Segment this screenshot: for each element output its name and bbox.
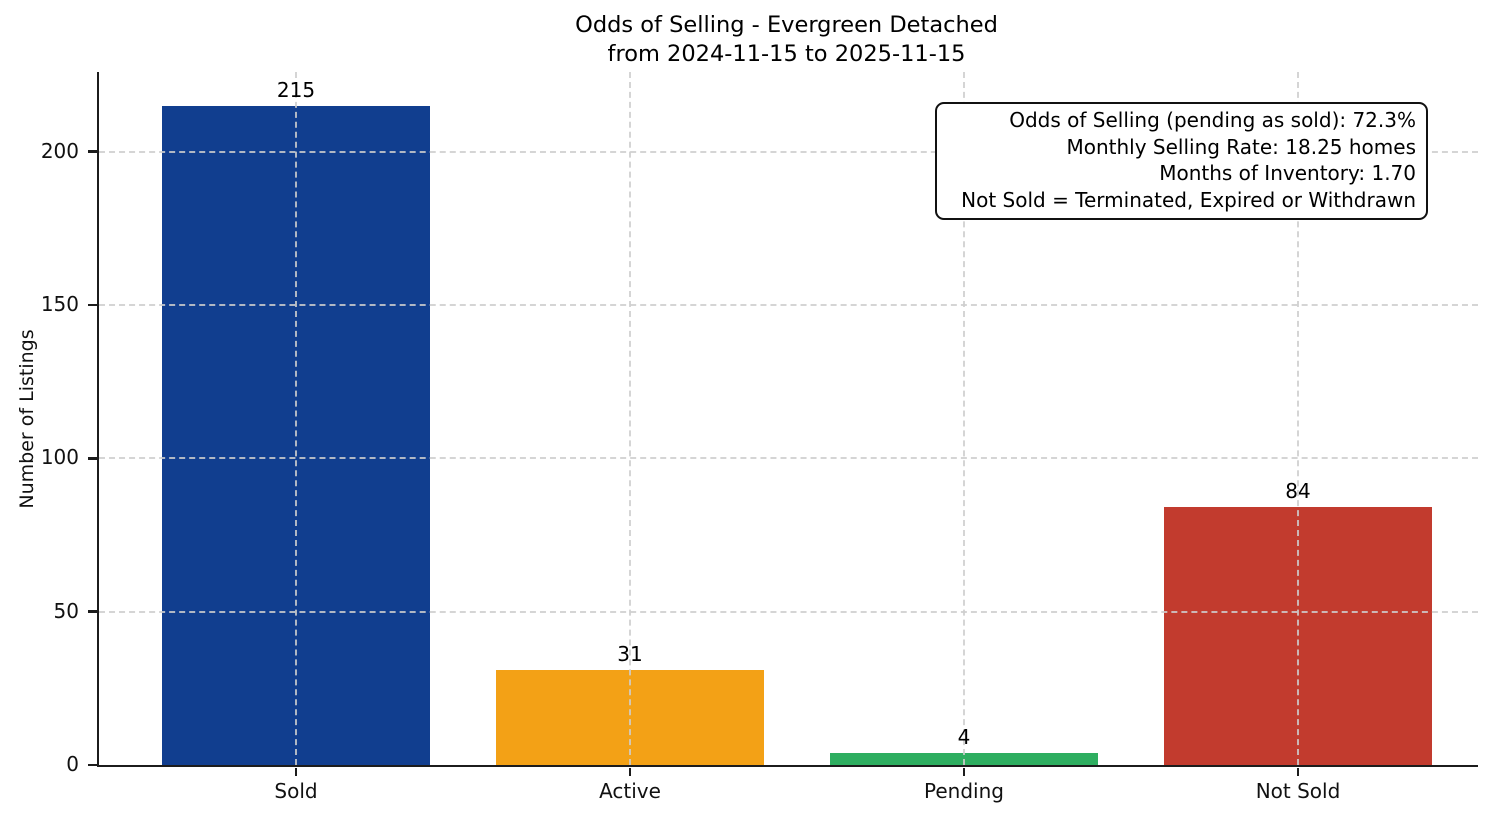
- y-gridline: [99, 150, 1478, 153]
- x-tick-label-sold: Sold: [274, 779, 318, 803]
- y-gridline: [99, 304, 1478, 307]
- y-gridline: [99, 610, 1478, 613]
- x-gridline-active: [629, 72, 631, 765]
- y-tick-label: 50: [53, 598, 79, 623]
- x-gridline-pending: [963, 72, 965, 765]
- y-axis-label: Number of Listings: [16, 329, 38, 509]
- stats-line-months-of-inventory: Months of Inventory: 1.70: [1159, 161, 1416, 185]
- y-tick-mark: [88, 763, 97, 767]
- y-gridline: [99, 457, 1478, 460]
- y-tick-label: 0: [66, 752, 79, 776]
- x-tick-mark-active: [628, 767, 632, 776]
- chart-title-line1: Odds of Selling - Evergreen Detached: [575, 12, 998, 38]
- x-tick-label-active: Active: [599, 779, 661, 803]
- y-tick-label: 200: [40, 138, 79, 163]
- stats-line-monthly-selling-rate: Monthly Selling Rate: 18.25 homes: [1066, 134, 1416, 159]
- y-tick-label: 100: [40, 445, 79, 470]
- y-tick-mark: [88, 610, 97, 613]
- x-tick-mark-pending: [962, 767, 966, 776]
- x-tick-mark-sold: [294, 767, 298, 776]
- plot-area: 0 50 100 150 200 215 Sold 31 Active 4 Pending 84 Not…: [41, 72, 1478, 803]
- bar-value-label-sold: 215: [276, 77, 316, 102]
- x-gridline-not-sold: [1297, 72, 1299, 765]
- stats-line-odds-of-selling: Odds of Selling (pending as sold): 72.3%: [1009, 108, 1416, 132]
- y-tick-mark: [88, 303, 97, 307]
- chart-title-line2: from 2024-11-15 to 2025-11-15: [607, 41, 966, 67]
- bar-value-label-not-sold: 84: [1285, 479, 1311, 504]
- x-gridline-sold: [295, 72, 297, 765]
- y-tick-mark: [88, 150, 97, 153]
- x-tick-label-pending: Pending: [924, 779, 1004, 803]
- x-tick-label-not-sold: Not Sold: [1255, 779, 1341, 803]
- x-tick-mark-not-sold: [1296, 767, 1300, 776]
- y-tick-mark: [88, 457, 97, 460]
- bar-value-label-active: 31: [617, 641, 643, 666]
- bar-value-label-pending: 4: [957, 724, 971, 749]
- y-tick-label: 150: [40, 292, 79, 317]
- stats-annotation-box: Odds of Selling (pending as sold): 72.3%…: [935, 102, 1428, 220]
- stats-line-not-sold-definition: Not Sold = Terminated, Expired or Withdr…: [961, 187, 1416, 212]
- chart-title: Odds of Selling - Evergreen Detached fro…: [97, 11, 1476, 69]
